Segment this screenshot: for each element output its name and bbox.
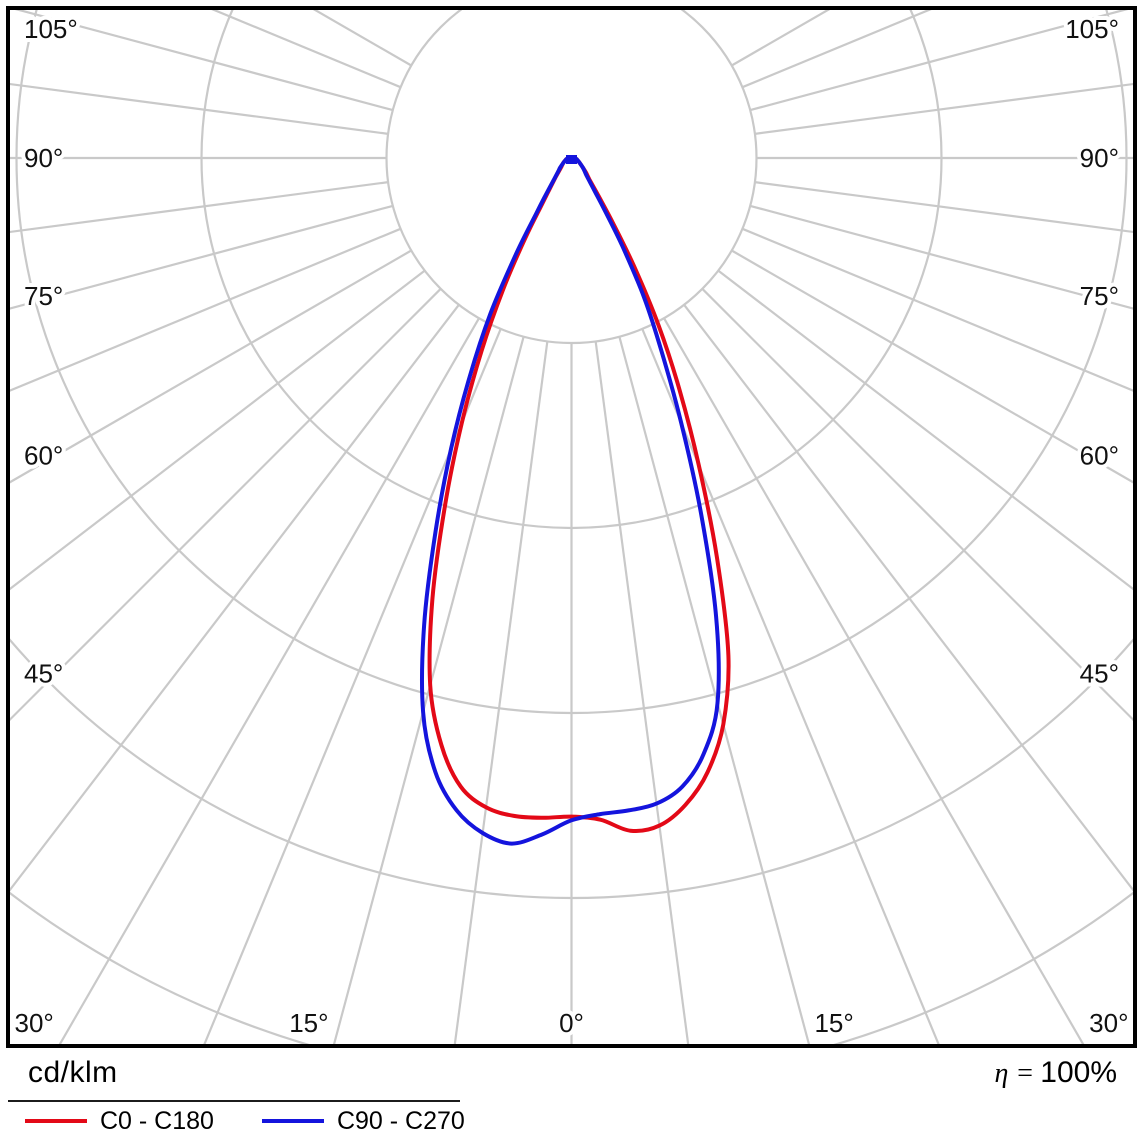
grid-radial-line bbox=[10, 181, 389, 234]
angle-label-right-15: 15° bbox=[814, 1008, 853, 1038]
grid-radial-line bbox=[10, 204, 394, 310]
grid-radial-line bbox=[10, 249, 412, 484]
efficiency-value: 100% bbox=[1040, 1056, 1117, 1089]
grid-radial-line bbox=[683, 304, 1133, 892]
grid-radial-line bbox=[453, 341, 549, 1044]
grid-radial-line bbox=[10, 82, 389, 135]
grid-radial-line bbox=[663, 317, 1085, 1044]
angle-label-0: 0° bbox=[559, 1008, 584, 1038]
grid-radial-line bbox=[754, 82, 1133, 135]
grid-radial-line bbox=[701, 288, 1133, 722]
angle-label-left-15: 15° bbox=[289, 1008, 328, 1038]
grid-radial-line bbox=[332, 336, 525, 1044]
curve-c90-c270 bbox=[420, 156, 721, 846]
grid-radial-line bbox=[641, 328, 940, 1044]
grid-radial-line bbox=[10, 288, 442, 722]
angle-label-left-75: 75° bbox=[24, 281, 63, 311]
grid-radial-line bbox=[749, 10, 1129, 112]
angle-label-right-30: 30° bbox=[1089, 1008, 1128, 1038]
legend-item-c0-c180: C0 - C180 bbox=[25, 1106, 214, 1136]
legend-label-c90-c270: C90 - C270 bbox=[336, 1106, 465, 1135]
grid-radial-line bbox=[10, 304, 460, 892]
grid-radial-line bbox=[10, 227, 402, 392]
legend-label-c0-c180: C0 - C180 bbox=[100, 1106, 214, 1135]
grid-radial-line bbox=[594, 341, 690, 1044]
grid-radial-line bbox=[203, 328, 502, 1044]
legend-divider bbox=[8, 1100, 460, 1102]
angle-label-left-90: 90° bbox=[24, 143, 63, 173]
polar-chart: 0° 15° 15° 30° 30° 45° 45° 60° 60° 75° 75° 90° 90° 10… bbox=[6, 6, 1137, 1048]
peak-marker bbox=[566, 155, 577, 164]
efficiency-label: η = 100% bbox=[994, 1056, 1117, 1090]
legend-item-c90-c270: C90 - C270 bbox=[261, 1106, 465, 1136]
legend: C0 - C180 C90 - C270 bbox=[25, 1106, 465, 1136]
grid-radial-line bbox=[749, 204, 1133, 310]
angle-label-left-60: 60° bbox=[24, 441, 63, 471]
angle-label-left-30: 30° bbox=[14, 1008, 53, 1038]
angle-labels: 0° 15° 15° 30° 30° 45° 45° 60° 60° 75° 75° 90° 90° 10… bbox=[10, 10, 1132, 1042]
radial-unit-label: cd/klm bbox=[28, 1056, 118, 1089]
chart-footer: cd/klm η = 100% bbox=[28, 1056, 1117, 1090]
eta-symbol: η = bbox=[994, 1058, 1035, 1089]
angle-label-left-105: 105° bbox=[24, 14, 78, 44]
angle-label-right-105: 105° bbox=[1065, 14, 1119, 44]
legend-swatch-red bbox=[25, 1119, 87, 1123]
polar-grid bbox=[10, 10, 1133, 1044]
grid-radial-line bbox=[717, 269, 1133, 591]
grid-radial-line bbox=[618, 336, 811, 1044]
angle-label-right-45: 45° bbox=[1080, 659, 1119, 689]
grid-radial-line bbox=[754, 181, 1133, 234]
grid-radial-line bbox=[741, 227, 1133, 392]
grid-radial-line bbox=[14, 10, 394, 112]
grid-radial-line bbox=[731, 249, 1133, 484]
angle-label-right-75: 75° bbox=[1080, 281, 1119, 311]
angle-label-right-60: 60° bbox=[1080, 441, 1119, 471]
plot-border bbox=[6, 6, 1137, 1048]
grid-radial-line bbox=[58, 317, 480, 1044]
angle-label-right-90: 90° bbox=[1080, 143, 1119, 173]
grid-radial-line bbox=[10, 269, 426, 591]
angle-label-left-45: 45° bbox=[24, 659, 63, 689]
legend-swatch-blue bbox=[261, 1119, 324, 1123]
intensity-curves bbox=[420, 156, 731, 846]
